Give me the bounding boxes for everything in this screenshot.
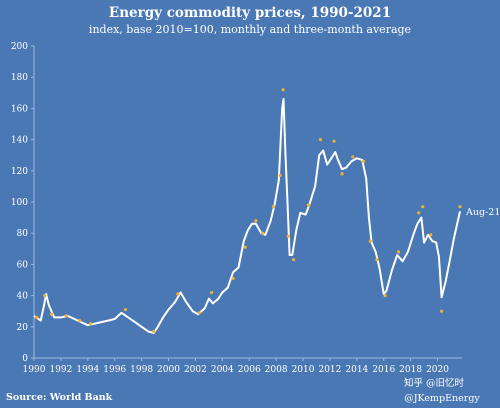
x-tick-label: 2004 xyxy=(211,365,234,375)
x-tick-label: 2012 xyxy=(318,365,341,375)
monthly-point xyxy=(271,205,275,209)
x-tick-label: 2014 xyxy=(345,365,368,375)
y-tick-label: 100 xyxy=(11,198,28,208)
y-tick-label: 40 xyxy=(17,292,29,302)
y-tick-label: 120 xyxy=(11,167,28,177)
chart-title: Energy commodity prices, 1990-2021 xyxy=(109,5,391,21)
monthly-point xyxy=(210,290,214,295)
monthly-point xyxy=(254,219,258,223)
monthly-point xyxy=(261,231,265,235)
monthly-point xyxy=(43,294,47,298)
x-tick-label: 2008 xyxy=(265,365,288,375)
x-tick-label: 2002 xyxy=(184,365,207,375)
y-tick-label: 160 xyxy=(11,104,28,114)
x-tick-label: 2020 xyxy=(426,365,449,375)
watermark: 知乎 @旧忆时 xyxy=(404,377,465,389)
monthly-point xyxy=(64,314,68,318)
y-tick-label: 0 xyxy=(22,354,28,364)
monthly-point xyxy=(123,308,128,312)
x-tick-label: 1990 xyxy=(23,365,46,375)
monthly-point xyxy=(375,258,379,262)
monthly-point xyxy=(306,203,310,207)
monthly-point xyxy=(458,205,462,209)
monthly-point xyxy=(292,258,296,262)
x-tick-label: 1998 xyxy=(130,365,153,375)
x-tick-label: 1996 xyxy=(103,365,126,375)
end-label: Aug-21 xyxy=(465,207,500,218)
monthly-point xyxy=(35,315,39,319)
x-tick-label: 1994 xyxy=(76,365,99,375)
monthly-point xyxy=(286,234,290,238)
monthly-point xyxy=(340,172,344,176)
x-tick-label: 2000 xyxy=(157,365,180,375)
x-tick-label: 2016 xyxy=(372,365,395,375)
series-line-three-month-average xyxy=(33,98,461,334)
monthly-point xyxy=(231,276,235,280)
x-tick-label: 2006 xyxy=(238,365,261,375)
y-axis-ticks: 0 20 40 60 80 100 120 140 160 180 200 xyxy=(11,42,34,364)
y-tick-label: 180 xyxy=(11,73,28,83)
monthly-point xyxy=(152,329,156,334)
monthly-point xyxy=(49,312,54,316)
monthly-point xyxy=(197,311,201,315)
monthly-point xyxy=(440,309,444,313)
monthly-point xyxy=(88,322,93,326)
x-tick-label: 2018 xyxy=(399,365,422,375)
credit-note: @JKempEnergy xyxy=(404,393,480,404)
monthly-point xyxy=(176,292,180,296)
monthly-point xyxy=(281,88,285,92)
y-tick-label: 80 xyxy=(17,229,29,239)
monthly-point xyxy=(417,211,421,215)
monthly-point xyxy=(243,245,247,249)
chart-subtitle: index, base 2010=100, monthly and three-… xyxy=(89,23,411,36)
x-tick-label: 1992 xyxy=(49,365,72,375)
y-tick-label: 140 xyxy=(11,136,28,146)
monthly-point xyxy=(396,250,401,254)
monthly-point xyxy=(78,319,82,323)
y-tick-label: 60 xyxy=(17,260,29,270)
monthly-point xyxy=(278,173,282,178)
monthly-point xyxy=(318,138,323,142)
monthly-point xyxy=(383,294,387,298)
y-tick-label: 200 xyxy=(11,42,28,52)
monthly-point xyxy=(368,239,372,243)
monthly-point xyxy=(421,205,425,209)
x-tick-label: 2010 xyxy=(292,365,315,375)
source-note: Source: World Bank xyxy=(6,392,113,403)
x-axis-ticks: 1990 1992 1994 1996 1998 2000 2002 2004 2006 2008… xyxy=(23,358,449,375)
monthly-point xyxy=(332,139,336,143)
series-layer xyxy=(33,88,462,334)
monthly-point xyxy=(429,233,433,237)
y-tick-label: 20 xyxy=(17,323,29,333)
monthly-point xyxy=(362,159,366,163)
monthly-point xyxy=(351,155,355,159)
